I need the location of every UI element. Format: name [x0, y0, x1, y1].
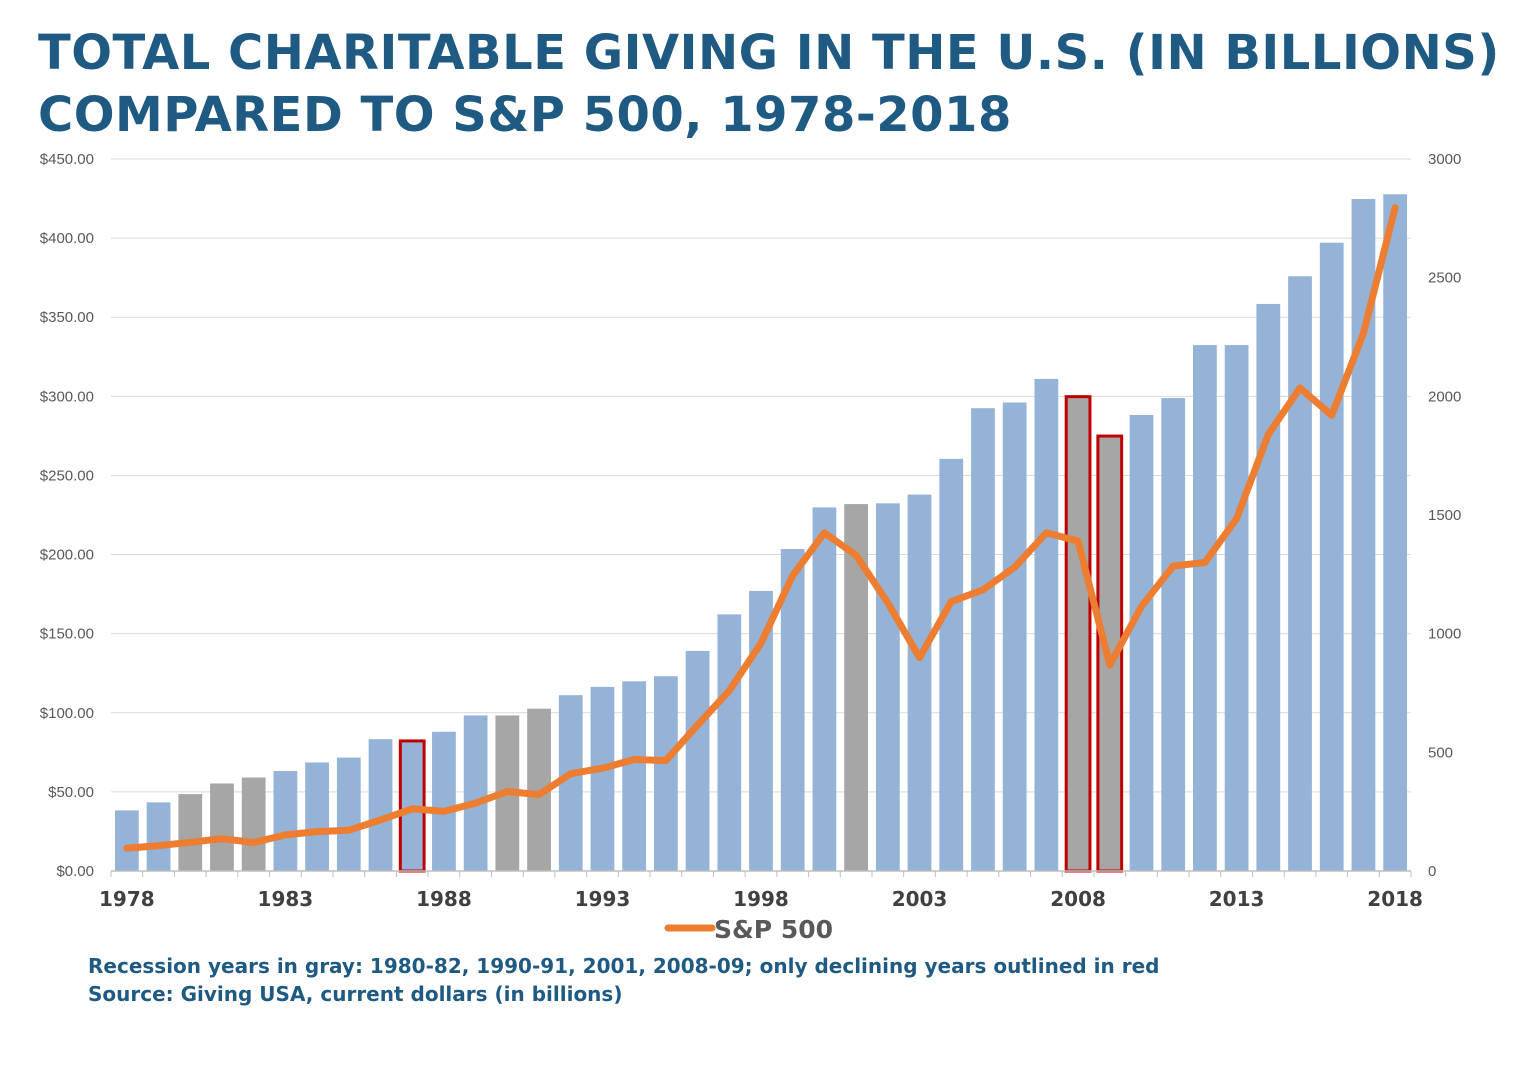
right-axis-tick-label: 0 — [1428, 863, 1436, 880]
axes: $0.00 $50.00 $100.00 $150.00 $200.00 $250.00 $… — [40, 151, 1462, 911]
giving-bar — [273, 771, 298, 871]
x-axis-tick-label: 1998 — [733, 887, 789, 911]
left-axis-tick-label: $200.00 — [40, 547, 94, 564]
giving-bar — [368, 739, 393, 871]
chart-title-line-2: COMPARED TO S&P 500, 1978-2018 — [38, 87, 1012, 143]
x-axis-tick-label: 1978 — [99, 887, 155, 911]
source-note: Source: Giving USA, current dollars (in … — [88, 982, 623, 1006]
right-axis-tick-label: 2000 — [1428, 388, 1461, 405]
left-axis-tick-label: $100.00 — [40, 705, 94, 722]
giving-bar — [685, 650, 710, 871]
giving-bar — [1034, 378, 1059, 871]
giving-bar — [1351, 199, 1376, 872]
recession-note: Recession years in gray: 1980-82, 1990-9… — [88, 954, 1160, 978]
giving-bar — [1224, 345, 1249, 871]
x-axis-tick-label: 1988 — [416, 887, 472, 911]
right-axis-tick-label: 1000 — [1428, 626, 1461, 643]
giving-bar — [590, 686, 615, 871]
recession-year-bar — [178, 794, 203, 871]
x-axis-tick-label: 2018 — [1367, 887, 1423, 911]
recession-year-bar — [241, 777, 266, 871]
giving-bar — [971, 408, 995, 871]
left-axis-tick-label: $300.00 — [40, 388, 94, 405]
giving-bar — [717, 614, 742, 871]
giving-bar — [622, 681, 647, 871]
giving-bar — [146, 802, 171, 871]
legend: S&P 500 — [664, 915, 833, 944]
left-axis-tick-label: $0.00 — [56, 863, 94, 880]
giving-bar — [1288, 276, 1312, 871]
x-axis-tick-label: 2003 — [892, 887, 948, 911]
giving-bar — [432, 731, 456, 871]
x-axis-tick-label: 2013 — [1209, 887, 1265, 911]
x-axis-tick-label: 1993 — [575, 887, 631, 911]
giving-bar — [558, 695, 583, 871]
recession-year-bar — [844, 504, 869, 871]
giving-bar — [336, 757, 361, 871]
giving-bar — [1129, 415, 1154, 871]
x-axis-tick-label: 2008 — [1050, 887, 1106, 911]
legend-label-sp500: S&P 500 — [714, 915, 833, 944]
left-axis-tick-label: $150.00 — [40, 626, 94, 643]
recession-year-bar — [527, 708, 551, 871]
left-axis-tick-label: $250.00 — [40, 467, 94, 484]
chart-title: TOTAL CHARITABLE GIVING IN THE U.S. (IN … — [38, 22, 1500, 146]
giving-bar — [1383, 194, 1408, 871]
left-axis-tick-label: $50.00 — [48, 784, 94, 801]
giving-bar — [305, 762, 329, 871]
giving-bar — [653, 676, 678, 871]
x-axis-tick-label: 1983 — [258, 887, 314, 911]
giving-bar — [463, 715, 488, 871]
giving-bar — [114, 810, 139, 871]
giving-bar — [749, 590, 773, 871]
giving-bars — [114, 194, 1408, 873]
giving-bar — [812, 507, 837, 871]
giving-bar — [1002, 402, 1027, 871]
right-axis-tick-label: 1500 — [1428, 507, 1461, 524]
declining-year-bar — [1064, 395, 1092, 873]
right-axis-tick-label: 3000 — [1428, 151, 1461, 168]
left-axis-tick-label: $450.00 — [40, 151, 94, 168]
giving-bar — [1193, 345, 1217, 871]
recession-year-bar — [210, 783, 234, 871]
giving-bar — [1319, 242, 1344, 871]
sp500-line — [123, 204, 1399, 852]
right-axis-tick-label: 500 — [1428, 744, 1453, 761]
giving-bar — [875, 503, 900, 871]
giving-bar — [1256, 303, 1281, 872]
sp500-line-series — [123, 204, 1399, 852]
giving-bar — [780, 549, 805, 871]
giving-bar — [1161, 398, 1186, 871]
left-axis-tick-label: $350.00 — [40, 309, 94, 326]
left-axis-tick-label: $400.00 — [40, 230, 94, 247]
chart-notes: Recession years in gray: 1980-82, 1990-9… — [88, 952, 1159, 1008]
right-axis-tick-label: 2500 — [1428, 270, 1461, 287]
giving-bar — [939, 458, 964, 871]
giving-bar — [907, 494, 932, 871]
chart-title-line-1: TOTAL CHARITABLE GIVING IN THE U.S. (IN … — [38, 25, 1500, 81]
